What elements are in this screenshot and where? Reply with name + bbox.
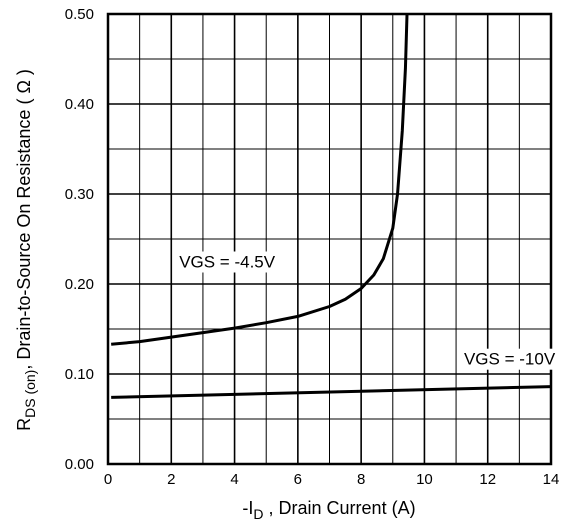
y-axis-title: RDS (on), Drain-to-Source On Resistance … xyxy=(14,69,38,431)
grid xyxy=(108,14,551,464)
series-line-vgs-10v xyxy=(111,385,551,399)
y-tick-label: 0.50 xyxy=(65,6,94,23)
x-axis-title: -ID , Drain Current (A) xyxy=(242,498,415,522)
y-tick-label: 0.10 xyxy=(65,366,94,383)
series-labels: VGS = -4.5V VGS = -10V xyxy=(177,251,558,370)
series-label: VGS = -10V xyxy=(464,350,556,369)
y-tick-label: 0.30 xyxy=(65,186,94,203)
y-tick-label: 0.20 xyxy=(65,276,94,293)
series-label: VGS = -4.5V xyxy=(179,253,276,272)
series-label-background xyxy=(461,348,558,370)
x-tick-label: 8 xyxy=(357,471,365,488)
x-tick-labels: 0 2 4 6 8 10 12 14 xyxy=(104,471,560,488)
series-layer xyxy=(111,14,551,399)
x-tick-label: 14 xyxy=(543,471,560,488)
y-tick-labels: 0.00 0.10 0.20 0.30 0.40 0.50 xyxy=(65,6,94,473)
plot-frame xyxy=(106,12,553,466)
x-tick-label: 4 xyxy=(230,471,238,488)
x-tick-label: 10 xyxy=(416,471,433,488)
x-tick-label: 0 xyxy=(104,471,112,488)
series-label-background xyxy=(177,251,278,273)
x-tick-label: 6 xyxy=(294,471,302,488)
x-tick-label: 2 xyxy=(167,471,175,488)
series-line-vgs-4-5v xyxy=(111,14,409,346)
y-tick-label: 0.40 xyxy=(65,96,94,113)
y-tick-label: 0.00 xyxy=(65,456,94,473)
x-tick-label: 12 xyxy=(479,471,496,488)
